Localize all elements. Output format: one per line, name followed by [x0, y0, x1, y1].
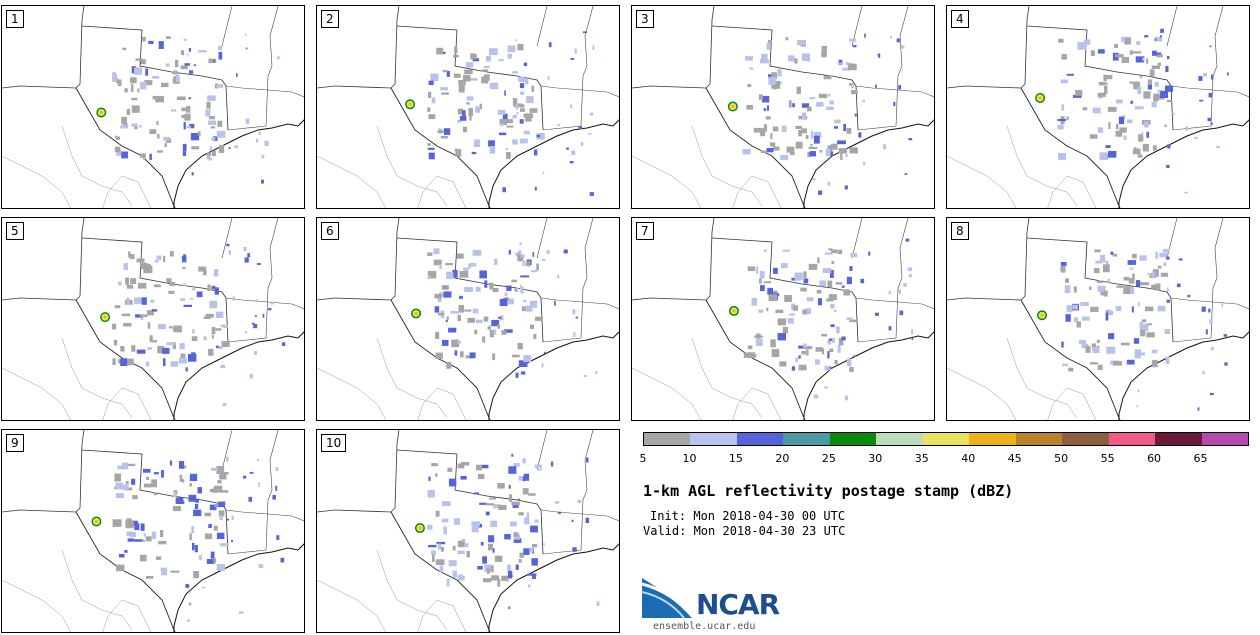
colorbar-swatch	[736, 433, 784, 445]
colorbar-tick-label: 55	[1100, 452, 1115, 465]
site-url: ensemble.ucar.edu	[653, 621, 756, 632]
panel-label: 10	[321, 434, 347, 452]
panel-label: 3	[636, 10, 654, 28]
ncar-logo-text: NCAR	[696, 588, 780, 621]
colorbar-tick-label: 65	[1193, 452, 1208, 465]
texas-region-map	[317, 430, 619, 632]
postage-stamp-panel: 3	[631, 5, 935, 209]
panel-label: 4	[951, 10, 969, 28]
colorbar-swatch	[690, 433, 737, 445]
colorbar-tick-label: 50	[1054, 452, 1069, 465]
texas-region-map	[947, 218, 1249, 420]
colorbar-tick-label: 30	[868, 452, 883, 465]
colorbar-swatch	[783, 433, 830, 445]
panel-label: 2	[321, 10, 339, 28]
init-time: Init: Mon 2018-04-30 00 UTC	[650, 509, 846, 523]
colorbar-tick-label: 25	[821, 452, 836, 465]
chart-title: 1-km AGL reflectivity postage stamp (dBZ…	[643, 482, 1014, 500]
colorbar-swatch	[644, 433, 691, 445]
valid-time: Valid: Mon 2018-04-30 23 UTC	[643, 524, 846, 538]
postage-stamp-panel: 10	[316, 429, 620, 633]
texas-region-map	[2, 430, 304, 632]
colorbar-swatch	[1108, 433, 1156, 445]
postage-stamp-panel: 1	[1, 5, 305, 209]
panel-label: 6	[321, 222, 339, 240]
colorbar-swatch	[1155, 433, 1202, 445]
postage-stamp-panel: 2	[316, 5, 620, 209]
colorbar-tick-label: 20	[775, 452, 790, 465]
texas-region-map	[947, 6, 1249, 208]
colorbar-swatch	[1062, 433, 1109, 445]
panel-label: 1	[6, 10, 24, 28]
postage-stamp-panel: 8	[946, 217, 1250, 421]
postage-stamp-panel: 4	[946, 5, 1250, 209]
postage-stamp-panel: 9	[1, 429, 305, 633]
colorbar-swatch	[876, 433, 923, 445]
texas-region-map	[632, 218, 934, 420]
panel-label: 9	[6, 434, 24, 452]
colorbar-tick-label: 5	[639, 452, 647, 465]
panel-label: 7	[636, 222, 654, 240]
postage-stamp-panel: 6	[316, 217, 620, 421]
colorbar-tick-label: 35	[914, 452, 929, 465]
colorbar-tick-label: 10	[682, 452, 697, 465]
panel-label: 5	[6, 222, 24, 240]
colorbar-swatch	[969, 433, 1016, 445]
panel-label: 8	[951, 222, 969, 240]
postage-stamp-panel: 5	[1, 217, 305, 421]
postage-stamp-panel: 7	[631, 217, 935, 421]
ncar-logo-icon	[642, 578, 694, 619]
texas-region-map	[317, 6, 619, 208]
texas-region-map	[632, 6, 934, 208]
colorbar-tick-label: 15	[728, 452, 743, 465]
colorbar-swatch	[1015, 433, 1063, 445]
texas-region-map	[2, 6, 304, 208]
colorbar-tick-label: 45	[1007, 452, 1022, 465]
texas-region-map	[2, 218, 304, 420]
colorbar-tick-label: 60	[1147, 452, 1162, 465]
colorbar-swatch	[1201, 433, 1249, 445]
colorbar-swatch	[922, 433, 970, 445]
colorbar	[643, 432, 1249, 446]
colorbar-tick-label: 40	[961, 452, 976, 465]
texas-region-map	[317, 218, 619, 420]
colorbar-swatch	[829, 433, 877, 445]
